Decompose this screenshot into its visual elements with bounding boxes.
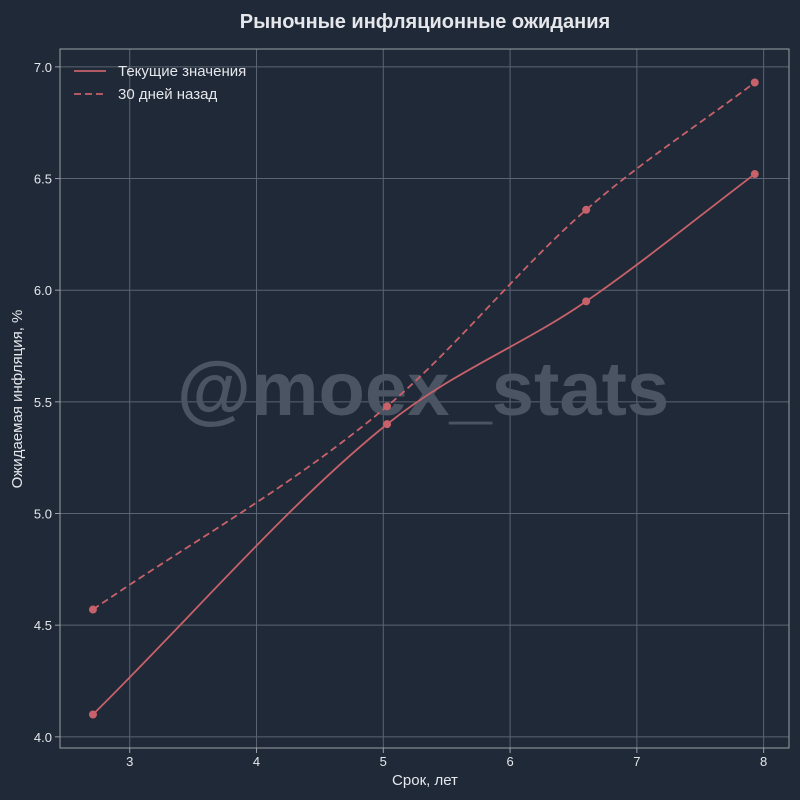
x-tick-label: 5 (380, 754, 387, 769)
data-point-30days (582, 205, 591, 214)
chart-title: Рыночные инфляционные ожидания (240, 11, 610, 33)
x-tick-label: 7 (633, 754, 640, 769)
ticks: 3 4 5 6 7 8 4.0 4.5 5.0 5.5 6.0 6.5 7.0 (34, 60, 767, 769)
y-tick-label: 5.5 (34, 395, 52, 410)
data-point-30days (750, 78, 759, 87)
data-point-30days (88, 605, 97, 614)
legend-label-30days: 30 дней назад (118, 86, 217, 103)
data-point-30days (383, 402, 392, 411)
watermark: @moex_stats (177, 347, 669, 432)
y-tick-label: 6.5 (34, 172, 52, 187)
series-layer (88, 78, 759, 719)
data-point-current (750, 170, 759, 179)
x-tick-label: 6 (506, 754, 513, 769)
series-line-current (92, 173, 756, 716)
series-line-30days (92, 81, 756, 611)
data-point-current (88, 710, 97, 719)
data-point-current (582, 297, 591, 306)
x-tick-label: 3 (126, 754, 133, 769)
y-tick-label: 5.0 (34, 507, 52, 522)
y-tick-label: 7.0 (34, 60, 52, 75)
grid (60, 49, 789, 748)
y-axis-label: Ожидаемая инфляция, % (9, 310, 26, 489)
y-tick-label: 4.0 (34, 730, 52, 745)
data-point-current (383, 420, 392, 429)
legend: Текущие значения 30 дней назад (74, 63, 246, 103)
x-tick-label: 8 (760, 754, 767, 769)
x-axis-label: Срок, лет (392, 772, 458, 789)
x-tick-label: 4 (253, 754, 260, 769)
y-tick-label: 4.5 (34, 618, 52, 633)
y-tick-label: 6.0 (34, 283, 52, 298)
plot-frame (59, 48, 790, 749)
legend-label-current: Текущие значения (118, 63, 246, 80)
